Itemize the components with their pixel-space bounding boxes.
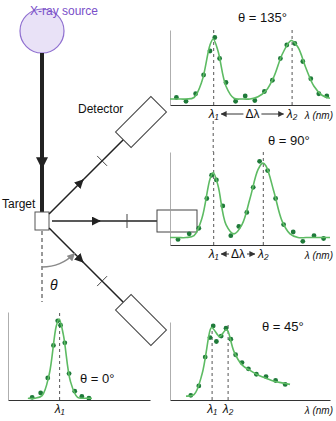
- x-tick-label: λ₂: [286, 107, 298, 121]
- fit-curve: [186, 327, 290, 396]
- fit-curve: [170, 39, 330, 99]
- plot-marks: [170, 35, 330, 104]
- chart-title: θ = 0°: [80, 371, 114, 386]
- slit: [97, 156, 107, 166]
- y-axis-line: [170, 31, 171, 106]
- spectrum-chart: λ₁ λ₂ θ = 45° λ (nm): [171, 319, 334, 416]
- spectrum-chart: λ₁ λ₂ θ = 90° λ (nm) Δλ: [170, 133, 333, 261]
- x-tick-label: λ₁: [54, 402, 65, 416]
- fit-curve: [28, 319, 92, 398]
- delta-label: Δλ: [231, 247, 245, 261]
- chart-title: θ = 45°: [262, 319, 304, 334]
- detector-body: [116, 295, 167, 346]
- x-tick-label: λ₁: [208, 247, 219, 261]
- data-point: [291, 230, 296, 235]
- x-tick-label: λ₂: [257, 247, 269, 261]
- guide-line: [213, 121, 214, 152]
- detector-body: [157, 210, 197, 232]
- spectrum-chart: λ₁ λ₂ θ = 135° λ (nm) Δλ: [170, 10, 333, 121]
- x-axis: λ₁ λ₂: [171, 30, 331, 121]
- x-axis-line: [171, 400, 331, 401]
- chart-title: θ = 135°: [238, 10, 287, 25]
- x-axis-line: [171, 105, 331, 106]
- data-point: [300, 239, 305, 244]
- x-tick-label: λ₂: [222, 402, 234, 416]
- data-point: [214, 339, 219, 344]
- y-axis: [170, 31, 171, 106]
- x-tick-label: λ₁: [208, 107, 219, 121]
- slit: [97, 276, 107, 286]
- x-axis-title: λ (nm): [304, 405, 333, 416]
- y-axis: [8, 313, 9, 401]
- angle-label: θ: [50, 277, 58, 293]
- target: [35, 212, 49, 230]
- y-axis-line: [170, 323, 171, 401]
- detector: [116, 295, 167, 346]
- x-axis-title: λ (nm): [304, 110, 333, 121]
- data-point: [257, 159, 262, 164]
- x-axis-line: [9, 400, 151, 401]
- slit: [127, 214, 128, 228]
- x-axis-title: λ (nm): [304, 250, 333, 261]
- x-tick-line: [212, 322, 213, 400]
- x-axis-line: [171, 245, 331, 246]
- x-tick-line: [263, 152, 264, 245]
- y-axis: [170, 323, 171, 401]
- y-axis: [170, 153, 171, 246]
- x-axis: λ₁: [9, 312, 151, 416]
- source-label: X-ray source: [30, 4, 98, 18]
- plot-marks: [170, 159, 330, 244]
- scattered-ray: [80, 259, 123, 302]
- y-axis-line: [8, 313, 9, 401]
- incident-beam: [40, 53, 44, 168]
- x-tick-line: [213, 152, 214, 245]
- plot-marks: [28, 318, 92, 400]
- spectrum-chart: λ₁ θ = 0°: [9, 312, 151, 416]
- x-axis: λ₁ λ₂: [171, 322, 331, 416]
- incident-beam: [40, 163, 44, 212]
- scattered-ray: [49, 180, 83, 214]
- plot-marks: [186, 324, 290, 398]
- angle-arc: [42, 254, 75, 267]
- chart-title: θ = 90°: [268, 133, 310, 148]
- label-background: [229, 247, 247, 261]
- detector: [157, 210, 197, 232]
- x-tick: λ₁: [206, 322, 217, 416]
- scattered-ray: [52, 220, 100, 222]
- x-tick-label: λ₁: [206, 402, 217, 416]
- x-tick: λ₁: [208, 30, 219, 121]
- diagram: X-ray sourceTargetDetectorθλ₁λ₂θ = 135°λ…: [0, 0, 336, 421]
- fit-curve: [170, 163, 330, 238]
- y-axis-line: [170, 153, 171, 246]
- x-tick: λ₂: [222, 322, 234, 416]
- delta-label: Δλ: [245, 107, 259, 121]
- detector-label: Detector: [78, 102, 123, 116]
- data-point: [243, 94, 248, 99]
- label-background: [243, 107, 261, 121]
- scattered-ray: [49, 228, 83, 262]
- scattered-ray: [80, 140, 123, 183]
- data-point: [187, 231, 192, 236]
- x-axis: λ₁ λ₂: [171, 152, 331, 261]
- target-label: Target: [2, 197, 36, 211]
- x-tick: λ₁: [208, 152, 219, 261]
